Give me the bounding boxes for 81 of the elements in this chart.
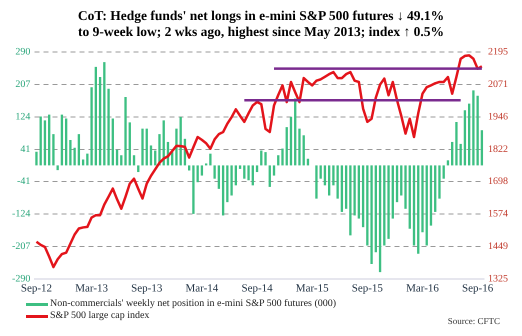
bar (218, 165, 220, 189)
chart-title: CoT: Hedge funds' net longs in e-mini S&P 500 futures ↓ 49.1% to 9-week low; 2 wks ago, highest since May 2013; index ↑ 0.5% (76, 8, 446, 41)
x-tick-label: Sep-13 (131, 282, 163, 294)
x-tick-label: Mar-13 (75, 282, 108, 294)
y-tick-label: -207 (12, 240, 30, 252)
bar (252, 165, 254, 186)
legend-label: Non-commercials' weekly net position in e-mini S&P 500 futures (000) (50, 298, 336, 310)
y2-tick-label: 1325 (488, 273, 508, 284)
bar (128, 122, 131, 166)
y-tick-label: 207 (15, 79, 30, 90)
bar (64, 118, 68, 166)
x-tick-label: Mar-15 (296, 282, 330, 294)
y-tick-label: -290 (12, 273, 30, 284)
bar (434, 165, 436, 212)
bar (243, 165, 246, 179)
bar (302, 135, 305, 166)
x-tick-label: Mar-16 (406, 282, 440, 294)
y2-tick-label: 2195 (488, 46, 508, 58)
y2-tick-label: 2071 (488, 78, 508, 90)
y-tick-label: 290 (15, 46, 30, 58)
y2-tick-label: 1449 (488, 241, 508, 252)
source-note: Source: CFTC (448, 316, 500, 326)
bar (60, 114, 64, 166)
x-tick-label: Sep-14 (241, 282, 274, 294)
bar (209, 154, 212, 166)
y-tick-label: -124 (12, 208, 30, 220)
x-tick-label: Sep-12 (20, 282, 52, 294)
bar (408, 165, 411, 229)
bar (320, 165, 322, 179)
bar (451, 142, 454, 166)
y2-tick-label: 1946 (488, 112, 508, 123)
bar (196, 165, 199, 182)
bar (340, 165, 344, 212)
bar (374, 165, 377, 252)
x-tick-label: Sep-16 (462, 282, 494, 294)
bar (222, 165, 224, 216)
bar (417, 165, 420, 254)
bar (260, 150, 262, 166)
bar (78, 134, 80, 166)
bar (162, 120, 165, 166)
bar (230, 165, 233, 196)
bar (328, 165, 330, 196)
y-tick-label: 41 (20, 144, 30, 155)
bar (442, 165, 445, 179)
bar (426, 165, 428, 246)
bar (464, 110, 466, 166)
bar (171, 152, 174, 166)
bar (112, 118, 114, 166)
bar (40, 116, 42, 166)
y2-tick-label: 1574 (488, 208, 508, 220)
bar (154, 150, 156, 166)
bar (400, 165, 402, 196)
bar (476, 96, 479, 166)
bar (137, 165, 140, 172)
bar (286, 127, 288, 166)
bar (277, 155, 280, 166)
bar (366, 165, 369, 246)
bar (268, 165, 271, 187)
bar (383, 165, 386, 246)
bar (192, 165, 195, 214)
bar (392, 165, 394, 219)
y-tick-label: 124 (15, 112, 30, 123)
bar (48, 114, 50, 166)
bar (86, 154, 89, 166)
bar (353, 165, 356, 216)
bar (358, 165, 360, 219)
x-tick-label: Sep-15 (352, 282, 384, 294)
legend-label: S&P 500 large cap index (50, 310, 150, 322)
bar (56, 165, 59, 170)
bar (120, 155, 122, 166)
y-tick-label: -41 (16, 176, 30, 188)
bar (146, 128, 148, 166)
bar (180, 116, 182, 166)
x-tick-label: Mar-14 (186, 282, 219, 294)
y2-tick-label: 1822 (488, 144, 508, 155)
bar (294, 98, 296, 166)
bar (472, 90, 475, 166)
bar (94, 66, 98, 166)
y2-tick-label: 1698 (488, 176, 508, 188)
bar (349, 165, 352, 236)
bar (103, 62, 106, 166)
